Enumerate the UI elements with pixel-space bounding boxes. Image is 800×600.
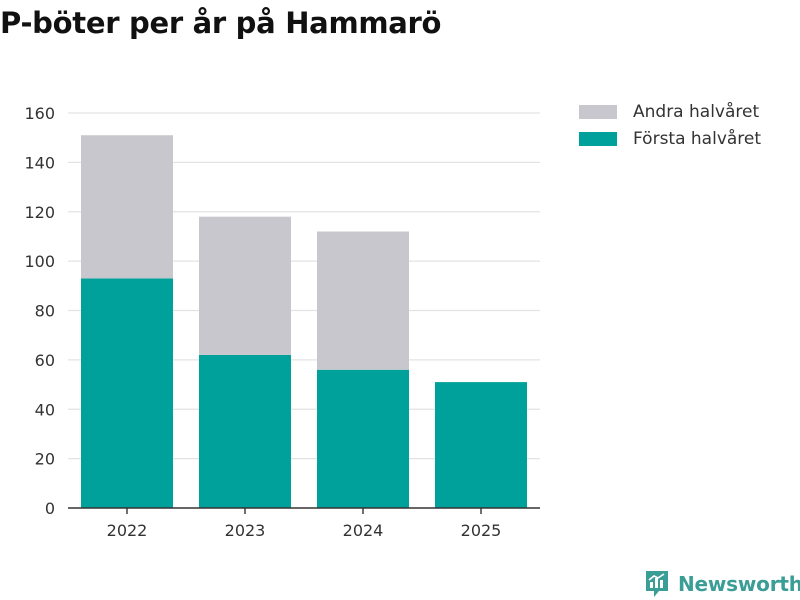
brand-name: Newsworthy	[678, 572, 800, 596]
y-tick-label: 140	[24, 153, 55, 172]
y-tick-label: 160	[24, 104, 55, 123]
bar-2022-Första halvåret[interactable]	[81, 278, 173, 508]
legend-swatch	[579, 104, 617, 119]
newsworthy-logo-icon	[646, 571, 668, 597]
y-tick-label: 80	[35, 302, 55, 321]
x-tick-label: 2025	[461, 521, 502, 540]
bar-2023-Första halvåret[interactable]	[199, 354, 291, 508]
y-tick-label: 20	[35, 450, 55, 469]
x-tick-label: 2022	[107, 521, 148, 540]
legend: Andra halvåret Första halvåret	[579, 98, 761, 152]
bar-2025-Första halvåret[interactable]	[435, 382, 527, 508]
y-tick-label: 120	[24, 203, 55, 222]
chart-title: P-böter per år på Hammarö	[0, 6, 442, 40]
bar-2022-Andra halvåret[interactable]	[81, 135, 173, 279]
y-tick-label: 0	[45, 499, 55, 518]
legend-label: Andra halvåret	[633, 101, 760, 122]
y-tick-label: 100	[24, 252, 55, 271]
bar-2024-Andra halvåret[interactable]	[317, 231, 409, 370]
newsworthy-brand[interactable]: Newsworthy	[644, 569, 800, 599]
legend-item-forsta-halvaret[interactable]: Första halvåret	[579, 125, 761, 152]
x-tick-label: 2023	[225, 521, 266, 540]
bar-2023-Andra halvåret[interactable]	[199, 216, 291, 355]
y-tick-label: 60	[35, 351, 55, 370]
legend-item-andra-halvaret[interactable]: Andra halvåret	[579, 98, 761, 125]
y-tick-label: 40	[35, 400, 55, 419]
bar-2024-Första halvåret[interactable]	[317, 369, 409, 508]
legend-label: Första halvåret	[633, 128, 762, 149]
legend-swatch	[579, 131, 617, 146]
x-tick-label: 2024	[343, 521, 384, 540]
x-axis: 2022 2023 2024 2025	[68, 507, 540, 540]
y-axis-tick-labels: 0 20 40 60 80 100 120 140 160	[24, 104, 55, 518]
bars	[81, 135, 527, 508]
